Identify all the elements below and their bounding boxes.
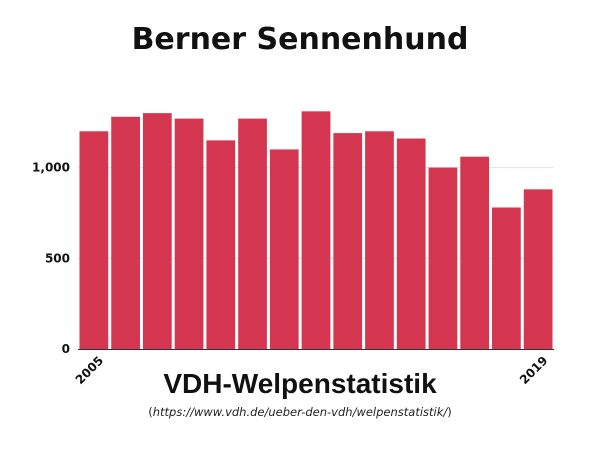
bar-2007 — [142, 113, 172, 350]
y-tick-label: 1,000 — [32, 161, 70, 175]
bar-2006 — [111, 116, 140, 350]
y-tick-label: 500 — [45, 251, 70, 265]
bar-2009 — [206, 140, 236, 349]
bar-2018 — [492, 207, 521, 349]
bar-2015 — [396, 138, 426, 349]
bar-2012 — [301, 111, 331, 349]
chart-title: Berner Sennenhund — [131, 22, 469, 57]
source-url-line: (https://www.vdh.de/ueber-den-vdh/welpen… — [0, 405, 600, 419]
bar-2013 — [333, 133, 363, 349]
bar-2019 — [523, 189, 553, 349]
source-title: VDH-Welpenstatistik — [163, 368, 437, 399]
bar-2017 — [460, 156, 490, 349]
bar-2016 — [428, 167, 458, 349]
bar-2014 — [365, 131, 394, 349]
bars — [79, 111, 553, 350]
bar-2008 — [174, 118, 204, 349]
y-tick-label: 0 — [62, 342, 70, 356]
bar-2010 — [238, 118, 267, 349]
bar-2011 — [269, 149, 299, 349]
source-close-paren: ) — [447, 405, 452, 419]
source-url[interactable]: https://www.vdh.de/ueber-den-vdh/welpens… — [152, 405, 448, 419]
source-open-paren: ( — [148, 405, 153, 419]
bar-2005 — [79, 131, 109, 349]
